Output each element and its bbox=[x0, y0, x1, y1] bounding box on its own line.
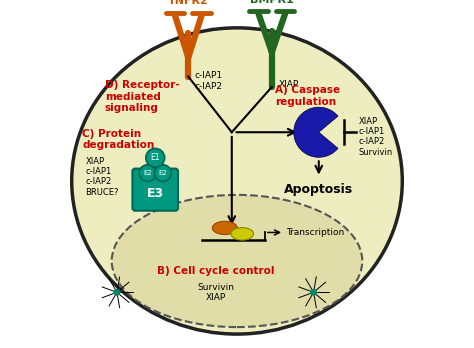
Text: E3: E3 bbox=[146, 187, 164, 200]
Text: A) Caspase
regulation: A) Caspase regulation bbox=[275, 85, 340, 107]
Circle shape bbox=[139, 165, 156, 181]
Text: E2: E2 bbox=[143, 170, 152, 176]
Text: c-IAP1
c-IAP2: c-IAP1 c-IAP2 bbox=[194, 71, 223, 91]
Text: E2: E2 bbox=[158, 170, 167, 176]
Circle shape bbox=[310, 289, 317, 296]
Text: XIAP
c-IAP1
c-IAP2
Survivin: XIAP c-IAP1 c-IAP2 Survivin bbox=[359, 117, 393, 157]
Text: E1: E1 bbox=[150, 153, 160, 162]
Text: TNFR2: TNFR2 bbox=[168, 0, 209, 6]
Text: D) Receptor-
mediated
signaling: D) Receptor- mediated signaling bbox=[105, 80, 179, 113]
Circle shape bbox=[113, 289, 120, 296]
Text: C) Protein
degradation: C) Protein degradation bbox=[82, 129, 155, 150]
Circle shape bbox=[155, 165, 171, 181]
Ellipse shape bbox=[112, 195, 362, 327]
Circle shape bbox=[146, 148, 164, 167]
Text: B) Cell cycle control: B) Cell cycle control bbox=[157, 266, 275, 276]
Ellipse shape bbox=[231, 228, 254, 240]
Text: XIAP
c-IAP1
c-IAP2
BRUCE?: XIAP c-IAP1 c-IAP2 BRUCE? bbox=[86, 157, 119, 197]
Ellipse shape bbox=[72, 28, 402, 334]
Text: XIAP: XIAP bbox=[279, 80, 299, 89]
Ellipse shape bbox=[212, 221, 237, 235]
Text: Apoptosis: Apoptosis bbox=[284, 183, 353, 196]
Text: Transcription: Transcription bbox=[286, 228, 344, 237]
Wedge shape bbox=[294, 107, 338, 157]
FancyBboxPatch shape bbox=[132, 169, 178, 211]
Text: BMPR1: BMPR1 bbox=[250, 0, 294, 5]
Text: Survivin
XIAP: Survivin XIAP bbox=[198, 283, 235, 302]
